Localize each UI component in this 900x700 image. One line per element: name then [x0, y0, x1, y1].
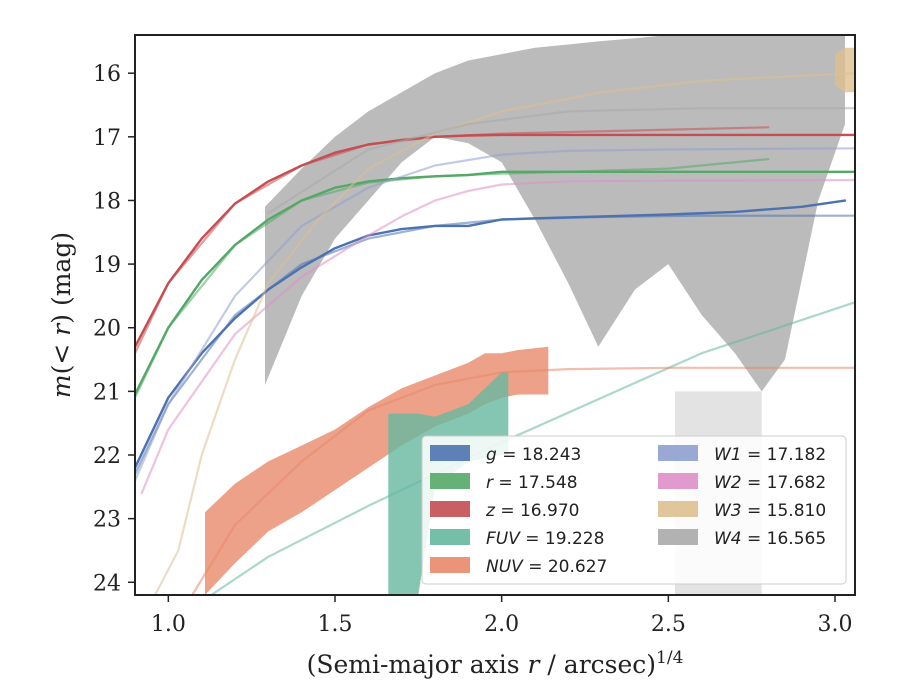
legend-item-fuv: FUV = 19.228 [430, 529, 604, 549]
legend-item-r: r = 17.548 [430, 473, 578, 493]
legend-frame [421, 435, 847, 585]
legend: g = 18.243 r = 17.548 z = 16.970 FUV = 19.2… [421, 435, 847, 585]
y-tick-label: 18 [93, 189, 121, 214]
band-fuv [388, 372, 509, 595]
series-line-w4 [267, 107, 855, 215]
legend-swatch [658, 473, 698, 489]
legend-label: r = 17.548 [486, 473, 578, 493]
plot-frame [134, 34, 856, 596]
plot-area [135, 35, 855, 595]
legend-label: W3 = 15.810 [714, 501, 826, 521]
x-tick-label: 3.0 [818, 612, 853, 637]
legend-item-w3: W3 = 15.810 [658, 501, 826, 521]
series-line-w3 [153, 72, 855, 595]
x-tick-label: 1.0 [151, 612, 186, 637]
series-line-w2 [140, 179, 855, 495]
y-tick-label: 20 [93, 317, 121, 342]
legend-label: W2 = 17.682 [714, 473, 826, 493]
y-tick-label: 17 [93, 126, 121, 151]
series-line-nuv [190, 366, 855, 595]
legend-label: W4 = 16.565 [714, 529, 826, 549]
x-tick-label: 2.5 [651, 612, 686, 637]
y-tick-label: 21 [93, 380, 121, 405]
legend-item-nuv: NUV = 20.627 [430, 557, 607, 577]
series-line-r [135, 170, 855, 396]
series-line-w1 [135, 147, 855, 482]
legend-swatch [658, 445, 698, 461]
x-tick-label: 1.5 [318, 612, 353, 637]
y-tick-label: 24 [93, 571, 121, 596]
y-tick-label: 19 [93, 253, 121, 278]
x-axis-label: (Semi-major axis r / arcsec)1/4 [307, 648, 684, 679]
legend-swatch [658, 501, 698, 517]
x-tick-label: 2.0 [484, 612, 519, 637]
legend-swatch [430, 473, 470, 489]
legend-item-w2: W2 = 17.682 [658, 473, 826, 493]
axis-ticks: 1.0 1.5 2.0 2.5 3.0 16 17 18 19 20 21 22 23 24 [93, 62, 853, 637]
series-line-r-model [135, 158, 770, 399]
legend-item-w1: W1 = 17.182 [658, 445, 826, 465]
band-w4 [265, 35, 845, 392]
legend-label: W1 = 17.182 [714, 445, 826, 465]
legend-item-z: z = 16.970 [430, 501, 579, 521]
legend-label: g = 18.243 [486, 445, 581, 465]
legend-swatch [430, 557, 470, 573]
legend-item-w4: W4 = 16.565 [658, 529, 826, 549]
legend-swatch [430, 529, 470, 545]
y-axis-label: m(< r) (mag) [47, 232, 76, 398]
legend-label: NUV = 20.627 [486, 557, 607, 577]
legend-swatch [430, 445, 470, 461]
series-line-z-model [135, 126, 770, 355]
legend-item-g: g = 18.243 [430, 445, 581, 465]
legend-swatch [430, 501, 470, 517]
series-line-g-model [135, 214, 855, 476]
legend-label: z = 16.970 [485, 501, 579, 521]
legend-swatch [658, 529, 698, 545]
y-tick-label: 23 [93, 508, 121, 533]
y-tick-label: 22 [93, 444, 121, 469]
legend-label: FUV = 19.228 [486, 529, 604, 549]
y-tick-label: 16 [93, 62, 121, 87]
band-w3 [835, 47, 855, 93]
